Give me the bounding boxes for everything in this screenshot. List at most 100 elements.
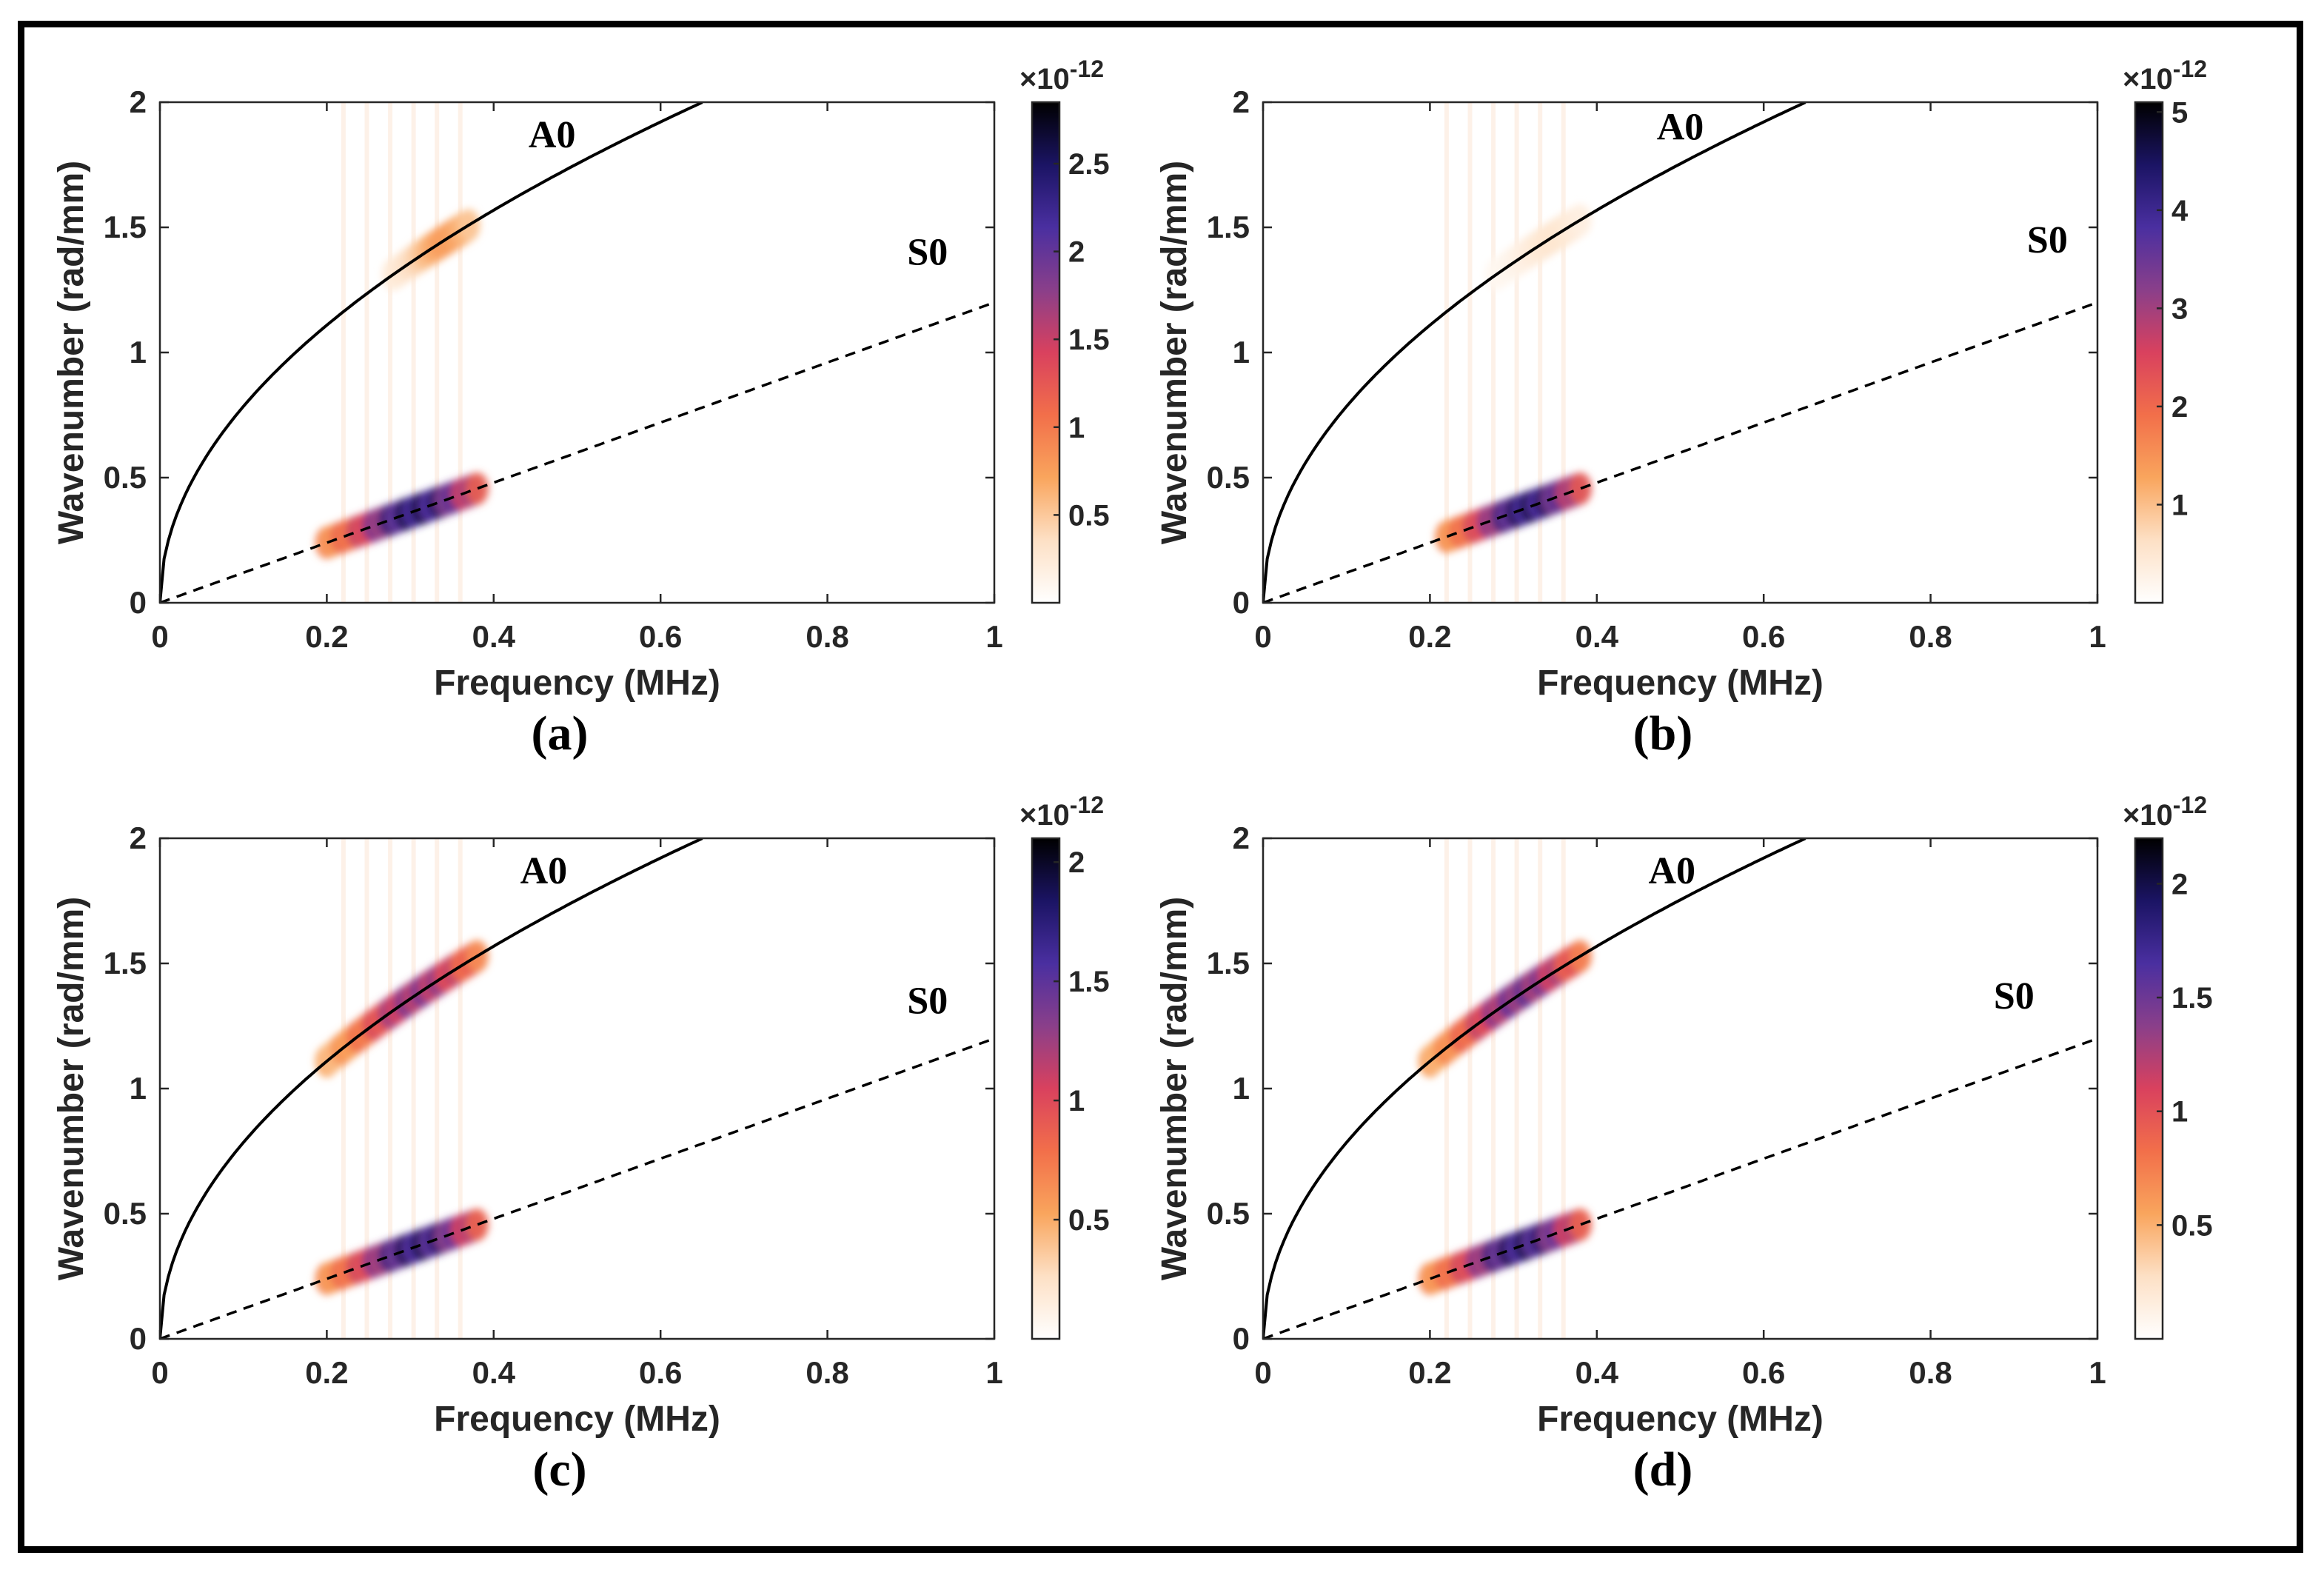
colorbar [1032, 102, 1059, 603]
x-tick-label: 0 [151, 619, 168, 654]
y-tick-label: 0.5 [104, 460, 147, 495]
curve-label-S0: S0 [907, 980, 948, 1023]
x-tick-label: 0.6 [639, 1355, 682, 1390]
colorbar-exponent: ×10-12 [2123, 56, 2207, 96]
colorbar-border [1031, 837, 1061, 1340]
energy-band-S0 [1418, 1208, 1593, 1295]
striation [1444, 102, 1449, 603]
striation [458, 102, 463, 603]
panel-label: (d) [1633, 1443, 1693, 1497]
x-axis-label: Frequency (MHz) [1537, 664, 1824, 703]
plot-area [160, 102, 994, 603]
striation [1491, 102, 1496, 603]
colorbar-tick-label: 3 [2171, 293, 2188, 325]
y-tick-label: 2 [1233, 820, 1250, 855]
curve-S0 [160, 301, 994, 603]
x-tick-label: 0.4 [1575, 1355, 1619, 1390]
colorbar-tick-label: 1 [1068, 412, 1085, 444]
x-tick-label: 0.8 [1909, 619, 1952, 654]
x-tick-label: 0.2 [305, 1355, 348, 1390]
curve-S0 [160, 1037, 994, 1339]
curve-A0 [160, 102, 703, 603]
striation [1491, 838, 1496, 1339]
striation [1467, 102, 1473, 603]
y-tick-label: 1 [130, 335, 147, 370]
colorbar-exponent: ×10-12 [2123, 792, 2207, 832]
x-tick-label: 0.6 [639, 619, 682, 654]
striation [341, 838, 346, 1339]
energy-band-A0 [381, 209, 480, 291]
y-axis-label: Wavenumber (rad/mm) [1155, 897, 1194, 1280]
plot-area [1263, 838, 2097, 1339]
colorbar-tick-label: 1 [2171, 489, 2188, 521]
panel-a: A0 S0 0 0.2 0.4 0.6 0.8 1 0 0.5 1 1.5 2 Frequency (MH… [52, 56, 1110, 761]
colorbar-exponent: ×10-12 [1019, 56, 1104, 96]
x-tick-label: 0.6 [1742, 1355, 1785, 1390]
x-tick-label: 0.8 [1909, 1355, 1952, 1390]
x-tick-label: 0.8 [806, 619, 848, 654]
striation [364, 838, 369, 1339]
striation [1514, 102, 1519, 603]
x-tick-label: 1 [985, 619, 1002, 654]
striation [411, 838, 416, 1339]
y-tick-label: 1.5 [1207, 946, 1250, 980]
x-tick-label: 0.8 [806, 1355, 848, 1390]
colorbar-tick-label: 1.5 [2171, 982, 2213, 1015]
x-tick-label: 0.4 [472, 1355, 516, 1390]
heat-cell [465, 1208, 489, 1241]
y-tick-label: 1 [1233, 335, 1250, 370]
x-tick-label: 0.6 [1742, 619, 1785, 654]
curve-label-S0: S0 [2027, 219, 2068, 261]
y-tick-label: 0.5 [104, 1196, 147, 1231]
striation [1467, 838, 1473, 1339]
colorbar-border [2134, 837, 2164, 1340]
y-tick-label: 0 [130, 585, 147, 620]
colorbar-tick-label: 5 [2171, 96, 2188, 129]
curve-A0 [1263, 102, 1806, 603]
y-tick-label: 1.5 [104, 210, 147, 244]
x-tick-label: 0.4 [472, 619, 516, 654]
striation [1514, 838, 1519, 1339]
x-axis-label: Frequency (MHz) [434, 1400, 720, 1439]
x-tick-label: 0.2 [1408, 1355, 1451, 1390]
plot-area [1263, 102, 2097, 603]
y-axis-label: Wavenumber (rad/mm) [52, 161, 91, 544]
x-axis-label: Frequency (MHz) [434, 664, 720, 703]
panel-label: (b) [1633, 706, 1693, 761]
striation [341, 102, 346, 603]
y-tick-label: 2 [130, 84, 147, 119]
y-tick-label: 1.5 [1207, 210, 1250, 244]
x-axis-label: Frequency (MHz) [1537, 1400, 1824, 1439]
colorbar [2135, 102, 2163, 603]
colorbar-tick-label: 2 [1068, 846, 1085, 879]
plot-area [160, 838, 994, 1339]
x-tick-label: 0 [1254, 1355, 1271, 1390]
colorbar-tick-label: 0.5 [2171, 1209, 2213, 1242]
striation [388, 102, 393, 603]
y-tick-label: 0.5 [1207, 460, 1250, 495]
striation [1538, 838, 1543, 1339]
panel-label: (a) [532, 706, 589, 761]
curve-A0 [1263, 838, 1806, 1339]
panel-d: A0 S0 0 0.2 0.4 0.6 0.8 1 0 0.5 1 1.5 2 Frequency (MH… [1155, 792, 2213, 1497]
striation [1444, 838, 1449, 1339]
y-tick-label: 0 [130, 1321, 147, 1356]
y-tick-label: 0 [1233, 585, 1250, 620]
y-tick-label: 1.5 [104, 946, 147, 980]
curve-label-S0: S0 [1994, 975, 2035, 1017]
colorbar-tick-label: 1 [1068, 1085, 1085, 1117]
x-tick-label: 1 [2089, 1355, 2106, 1390]
colorbar-tick-label: 2 [2171, 868, 2188, 900]
colorbar-tick-label: 0.5 [1068, 499, 1110, 532]
curve-A0 [160, 838, 703, 1339]
colorbar [1032, 838, 1059, 1339]
striation [1538, 102, 1543, 603]
heat-cell [1568, 1208, 1593, 1241]
curve-label-A0: A0 [520, 850, 568, 892]
striation [458, 838, 463, 1339]
colorbar-tick-label: 2 [1068, 236, 1085, 269]
heat-cell [1568, 472, 1593, 505]
striation [1561, 838, 1566, 1339]
x-tick-label: 0 [151, 1355, 168, 1390]
colorbar-tick-label: 0.5 [1068, 1204, 1110, 1237]
